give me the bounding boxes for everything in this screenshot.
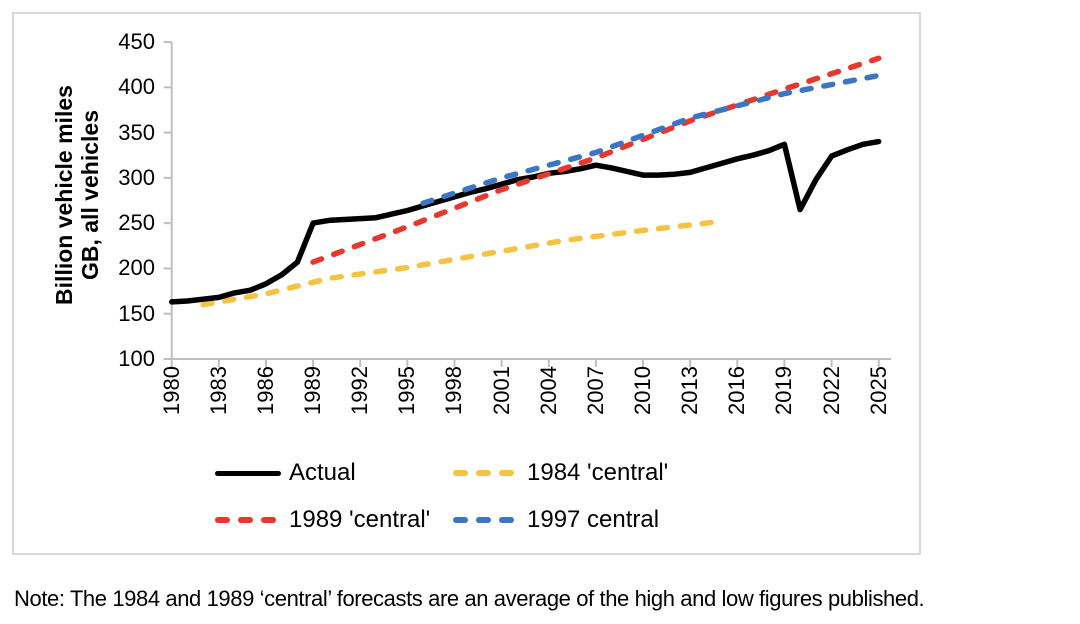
x-tick-label: 2022 — [818, 366, 844, 415]
x-tick-label: 2001 — [488, 366, 514, 415]
x-tick-label: 2010 — [630, 366, 656, 415]
series-1984-central- — [200, 218, 725, 308]
y-tick-label: 300 — [118, 164, 155, 190]
x-tick-label: 1995 — [394, 366, 420, 415]
legend-dash-icon — [238, 517, 253, 523]
y-tick-label: 250 — [118, 210, 155, 236]
legend-dash-icon — [476, 517, 491, 523]
x-tick-label: 1986 — [252, 366, 278, 415]
legend-label-1989: 1989 'central' — [289, 506, 431, 533]
x-tick-label: 1980 — [158, 366, 184, 415]
x-tick-label: 1989 — [300, 366, 326, 415]
y-tick-label: 400 — [118, 74, 155, 100]
legend-dash-icon — [453, 517, 468, 523]
x-tick-label: 2007 — [582, 366, 608, 415]
y-tick-label: 450 — [118, 29, 155, 54]
legend-dash-icon — [215, 517, 230, 523]
legend-swatch-actual-line — [215, 470, 281, 476]
legend-item-1997-central: 1997 central — [453, 507, 659, 533]
y-tick-label: 150 — [118, 300, 155, 326]
legend-dash-icon — [453, 470, 468, 476]
legend-label-1997: 1997 central — [527, 506, 660, 533]
legend-dash-icon — [499, 470, 514, 476]
x-tick-label: 1992 — [347, 366, 373, 415]
x-tick-label: 2016 — [724, 366, 750, 415]
legend-solid-line-icon — [215, 470, 281, 476]
legend-swatch-1984-dashes — [453, 470, 519, 476]
legend-item-1989-central: 1989 'central' — [215, 507, 430, 533]
legend-item-actual: Actual — [215, 460, 356, 486]
x-tick-label: 2019 — [771, 366, 797, 415]
legend-item-1984-central: 1984 'central' — [453, 460, 668, 486]
x-tick-label: 1998 — [441, 366, 467, 415]
chart-panel — [12, 12, 921, 555]
y-tick-label: 100 — [118, 346, 155, 371]
legend-label-1984: 1984 'central' — [527, 459, 669, 486]
legend-swatch-1989-dashes — [215, 517, 281, 523]
x-tick-label: 1983 — [205, 366, 231, 415]
legend-swatch-1997-dashes — [453, 517, 519, 523]
series-1989-central- — [310, 55, 882, 265]
y-tick-label: 350 — [118, 119, 155, 145]
legend-dash-icon — [499, 517, 514, 523]
y-tick-label: 200 — [118, 255, 155, 281]
legend-dash-icon — [476, 470, 491, 476]
series-actual — [168, 138, 882, 305]
x-tick-label: 2013 — [677, 366, 703, 415]
legend-dash-icon — [261, 517, 276, 523]
x-tick-label: 2025 — [865, 366, 891, 415]
note-text: Note: The 1984 and 1989 ‘central’ foreca… — [14, 586, 925, 611]
legend-label-actual: Actual — [289, 459, 356, 486]
x-tick-label: 2004 — [535, 366, 561, 415]
series-1997-central — [420, 72, 882, 206]
